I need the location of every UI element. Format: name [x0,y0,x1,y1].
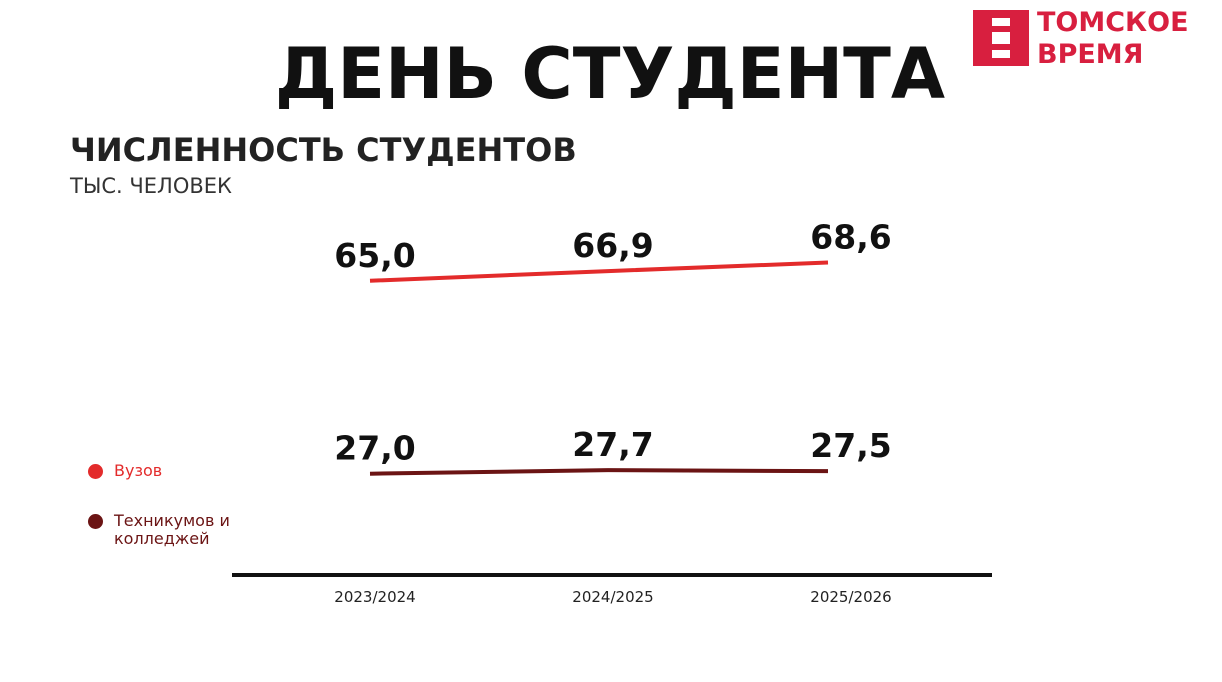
value-label: 27,7 [572,425,653,464]
logo-text: ВРЕМЯ [1037,39,1143,70]
x-tick-label: 2023/2024 [334,588,415,606]
logo-shape [992,18,1010,26]
legend-marker [88,514,103,529]
logo: ТОМСКОЕ ВРЕМЯ [973,7,1189,70]
value-label: 27,5 [810,426,891,465]
x-tick-label: 2024/2025 [572,588,653,606]
legend-item: Техникумов и колледжей [88,512,248,548]
value-label: 68,6 [810,217,891,256]
value-label: 27,0 [334,429,415,468]
legend-label: Вузов [114,461,163,480]
logo-text: ТОМСКОЕ [1037,7,1189,38]
value-label: 65,0 [334,236,415,275]
line [369,260,829,283]
chart-title: ЧИСЛЕННОСТЬ СТУДЕНТОВ [70,131,577,169]
logo-shape [992,32,1010,44]
legend-item: Вузов [88,462,248,480]
value-label: 66,9 [572,226,653,265]
logo-shape [992,50,1010,58]
page-title: ДЕНЬ СТУДЕНТА [275,33,945,115]
line [369,468,829,476]
legend-label: Техникумов и колледжей [114,511,230,548]
chart-subtitle: ТЫС. ЧЕЛОВЕК [69,174,232,198]
legend-marker [88,464,103,479]
x-tick-label: 2025/2026 [810,588,891,606]
